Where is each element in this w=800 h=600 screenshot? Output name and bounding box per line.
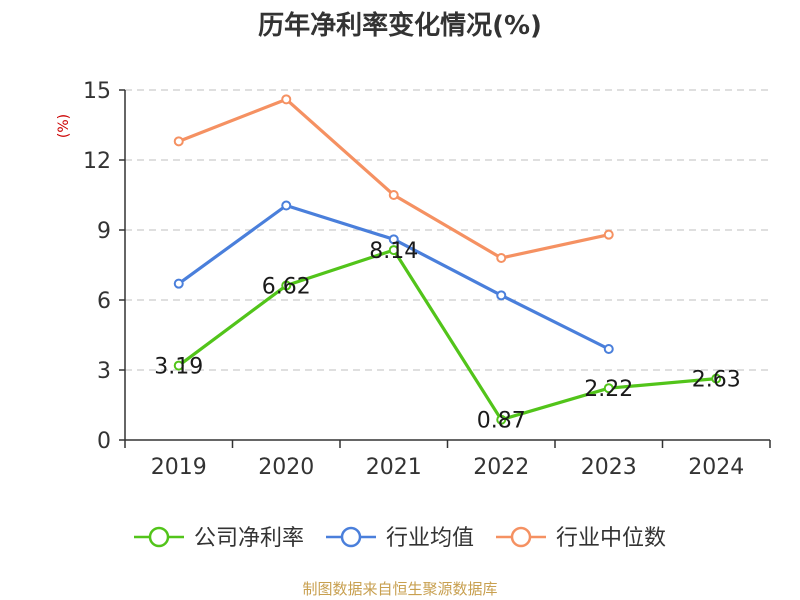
x-tick-label: 2023 xyxy=(581,455,637,480)
data-labels: 3.19 6.62 8.14 0.87 2.22 2.63 xyxy=(154,239,740,434)
y-tick-label: 6 xyxy=(97,289,111,314)
legend: 公司净利率 行业均值 行业中位数 xyxy=(134,526,666,551)
data-point xyxy=(603,229,614,240)
data-point xyxy=(388,234,399,245)
legend-item[interactable]: 行业中位数 xyxy=(496,526,666,551)
series-line xyxy=(177,203,610,351)
data-label: 8.14 xyxy=(369,239,418,264)
legend-circle-marker xyxy=(510,526,532,548)
data-label: 2.63 xyxy=(692,368,741,393)
data-point xyxy=(281,200,292,211)
series-lines xyxy=(173,94,722,425)
axes: 0 3 6 9 12 15 2019 2020 2021 2022 2023 2024 xyxy=(83,79,771,480)
y-tick-label: 3 xyxy=(97,359,111,384)
source-text: 制图数据来自恒生聚源数据库 xyxy=(302,580,497,598)
data-label: 3.19 xyxy=(154,355,203,380)
y-tick-label: 0 xyxy=(97,429,111,454)
data-point xyxy=(281,280,292,291)
x-tick-label: 2022 xyxy=(473,455,529,480)
data-point xyxy=(603,344,614,354)
legend-label: 公司净利率 xyxy=(194,526,304,551)
data-point xyxy=(496,414,507,425)
data-point xyxy=(388,245,399,256)
x-tick-label: 2021 xyxy=(366,455,422,480)
legend-item[interactable]: 公司净利率 xyxy=(134,526,304,551)
series-line xyxy=(178,97,610,260)
data-label: 2.22 xyxy=(584,377,633,402)
legend-item[interactable]: 行业均值 xyxy=(326,526,474,551)
data-point xyxy=(173,360,184,371)
legend-label: 行业均值 xyxy=(386,526,474,551)
gridlines xyxy=(125,89,770,371)
legend-label: 行业中位数 xyxy=(556,526,666,551)
data-label: 6.62 xyxy=(262,275,311,300)
data-label: 0.87 xyxy=(477,409,526,434)
x-tick-label: 2024 xyxy=(688,455,744,480)
chart-title: 历年净利率变化情况(%) xyxy=(258,10,542,41)
data-point xyxy=(173,278,184,289)
data-point xyxy=(388,190,399,200)
x-tick-label: 2019 xyxy=(151,455,207,480)
legend-circle-marker xyxy=(148,526,170,548)
y-tick-label: 15 xyxy=(83,79,111,104)
data-point xyxy=(281,94,292,105)
data-point xyxy=(496,290,507,301)
y-tick-label: 9 xyxy=(97,219,111,244)
data-point xyxy=(173,136,184,147)
data-point xyxy=(496,253,507,263)
y-axis-label: (%) xyxy=(56,114,72,138)
x-tick-label: 2020 xyxy=(258,455,314,480)
data-point xyxy=(711,373,722,384)
data-point xyxy=(603,383,614,394)
legend-circle-marker xyxy=(340,526,362,548)
y-tick-label: 12 xyxy=(83,149,111,174)
series-line xyxy=(177,248,717,422)
